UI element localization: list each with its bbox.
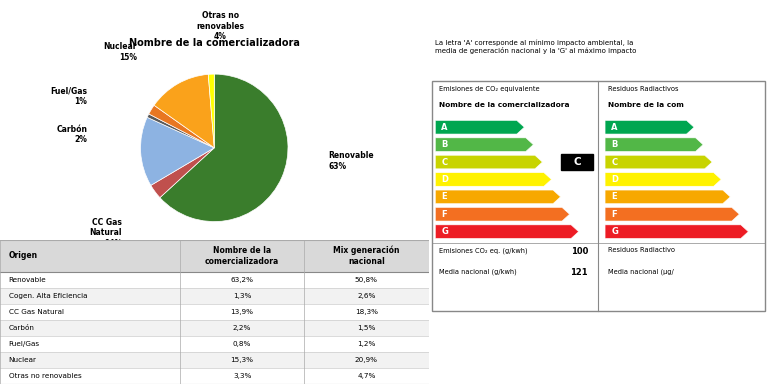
Text: 18,3%: 18,3% bbox=[355, 309, 378, 315]
Text: Residuos Radiactivos: Residuos Radiactivos bbox=[608, 86, 679, 92]
FancyBboxPatch shape bbox=[0, 288, 429, 304]
Text: G: G bbox=[442, 227, 449, 236]
Polygon shape bbox=[605, 138, 703, 151]
Text: 0,8%: 0,8% bbox=[233, 341, 251, 347]
FancyBboxPatch shape bbox=[432, 81, 765, 311]
Polygon shape bbox=[435, 207, 570, 221]
Text: Emisiones CO₂ eq. (g/kwh): Emisiones CO₂ eq. (g/kwh) bbox=[439, 247, 528, 254]
Text: Origen de la electricidad de su comercializadora. 2023: Origen de la electricidad de su comercia… bbox=[8, 10, 331, 20]
Text: 1,2%: 1,2% bbox=[357, 341, 376, 347]
Text: Otras no renovables: Otras no renovables bbox=[8, 373, 81, 379]
Text: Emisiones de CO₂ equivalente: Emisiones de CO₂ equivalente bbox=[439, 86, 539, 92]
Text: A: A bbox=[442, 123, 448, 132]
Text: C: C bbox=[611, 157, 617, 167]
Text: Media nacional (g/kwh): Media nacional (g/kwh) bbox=[439, 268, 516, 275]
Text: 2,2%: 2,2% bbox=[233, 325, 251, 331]
Text: La letra 'A' corresponde al mínimo impacto ambiental, la
media de generación nac: La letra 'A' corresponde al mínimo impac… bbox=[435, 39, 637, 54]
Polygon shape bbox=[605, 155, 712, 169]
Text: Cogen. Alta Eficiencia: Cogen. Alta Eficiencia bbox=[8, 293, 87, 299]
Text: C: C bbox=[573, 157, 581, 167]
Polygon shape bbox=[435, 173, 551, 186]
Text: Mix generación
nacional: Mix generación nacional bbox=[333, 246, 399, 266]
Polygon shape bbox=[605, 190, 730, 204]
Text: Nombre de la comercializadora: Nombre de la comercializadora bbox=[129, 38, 300, 48]
Text: B: B bbox=[611, 140, 617, 149]
Polygon shape bbox=[435, 190, 561, 204]
Text: 2,6%: 2,6% bbox=[357, 293, 376, 299]
FancyBboxPatch shape bbox=[0, 272, 429, 288]
Text: Carbón
2%: Carbón 2% bbox=[57, 125, 88, 144]
Text: 50,8%: 50,8% bbox=[355, 277, 378, 283]
Text: Renovable: Renovable bbox=[8, 277, 46, 283]
Wedge shape bbox=[208, 74, 214, 148]
Text: E: E bbox=[442, 192, 447, 201]
Text: 3,3%: 3,3% bbox=[233, 373, 251, 379]
Text: Más información sobre el origen de su
electricidad en https://gdo.cnmc.es/: Más información sobre el origen de su el… bbox=[501, 339, 696, 358]
Text: 1,5%: 1,5% bbox=[357, 325, 376, 331]
Wedge shape bbox=[151, 148, 214, 198]
Text: Nuclear: Nuclear bbox=[8, 357, 37, 363]
FancyBboxPatch shape bbox=[0, 368, 429, 384]
Text: A: A bbox=[611, 123, 617, 132]
Text: F: F bbox=[442, 210, 447, 219]
Text: Fuel/Gas: Fuel/Gas bbox=[8, 341, 40, 347]
Text: D: D bbox=[442, 175, 449, 184]
Polygon shape bbox=[435, 225, 578, 238]
Text: Nombre de la com: Nombre de la com bbox=[608, 102, 684, 108]
Polygon shape bbox=[435, 121, 525, 134]
Wedge shape bbox=[141, 117, 214, 185]
Text: 121: 121 bbox=[571, 268, 588, 278]
Text: C: C bbox=[442, 157, 448, 167]
Text: Nuclear
15%: Nuclear 15% bbox=[104, 42, 137, 62]
Text: 100: 100 bbox=[571, 247, 588, 257]
Text: 63,2%: 63,2% bbox=[230, 277, 253, 283]
Text: Carbón: Carbón bbox=[8, 325, 35, 331]
Wedge shape bbox=[149, 105, 214, 148]
Polygon shape bbox=[435, 138, 533, 151]
Wedge shape bbox=[147, 114, 214, 148]
Polygon shape bbox=[605, 207, 740, 221]
Polygon shape bbox=[605, 121, 694, 134]
Text: Media nacional (μg/: Media nacional (μg/ bbox=[608, 268, 674, 275]
Text: Cogen. Alta
Eficiencia
3 %: Cogen. Alta Eficiencia 3 % bbox=[193, 252, 243, 282]
Text: Impacto ambiental de su comercializadora. 2: Impacto ambiental de su comercializadora… bbox=[435, 10, 701, 20]
FancyBboxPatch shape bbox=[0, 240, 429, 272]
Text: Nombre de la comercializadora: Nombre de la comercializadora bbox=[439, 102, 569, 108]
Wedge shape bbox=[154, 74, 214, 148]
Text: Nombre de la
comercializadora: Nombre de la comercializadora bbox=[205, 246, 280, 266]
FancyBboxPatch shape bbox=[0, 304, 429, 320]
Polygon shape bbox=[435, 155, 542, 169]
Text: F: F bbox=[611, 210, 617, 219]
Text: Residuos Radiactivo: Residuos Radiactivo bbox=[608, 247, 675, 253]
FancyBboxPatch shape bbox=[561, 154, 593, 170]
Text: Origen: Origen bbox=[8, 252, 38, 260]
Text: G: G bbox=[611, 227, 618, 236]
FancyBboxPatch shape bbox=[0, 352, 429, 368]
FancyBboxPatch shape bbox=[0, 336, 429, 352]
Text: E: E bbox=[611, 192, 617, 201]
Text: D: D bbox=[611, 175, 618, 184]
Polygon shape bbox=[605, 173, 721, 186]
Text: CC Gas
Natural
14%: CC Gas Natural 14% bbox=[90, 218, 122, 248]
Text: Renovable
63%: Renovable 63% bbox=[329, 151, 374, 171]
Text: CC Gas Natural: CC Gas Natural bbox=[8, 309, 64, 315]
Text: Otras no
renovables
4%: Otras no renovables 4% bbox=[196, 11, 244, 41]
Text: 15,3%: 15,3% bbox=[230, 357, 253, 363]
Polygon shape bbox=[605, 225, 748, 238]
Text: B: B bbox=[442, 140, 448, 149]
Text: 13,9%: 13,9% bbox=[230, 309, 253, 315]
FancyBboxPatch shape bbox=[0, 320, 429, 336]
Text: 4,7%: 4,7% bbox=[357, 373, 376, 379]
Text: 20,9%: 20,9% bbox=[355, 357, 378, 363]
Text: Fuel/Gas
1%: Fuel/Gas 1% bbox=[51, 86, 88, 106]
Wedge shape bbox=[160, 74, 288, 222]
Text: 1,3%: 1,3% bbox=[233, 293, 251, 299]
